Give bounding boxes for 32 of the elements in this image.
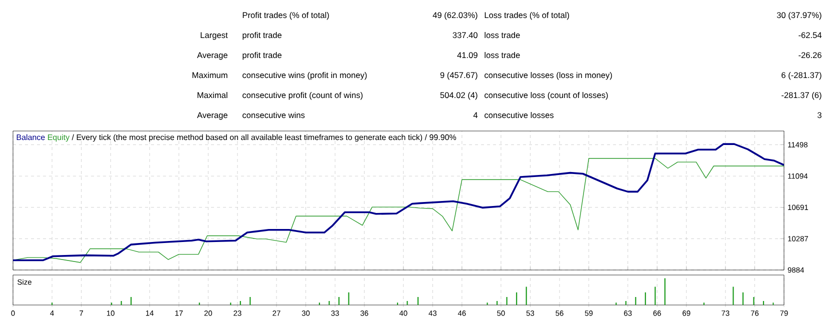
text: consecutive loss (count of losses)	[484, 92, 608, 100]
text: consecutive profit (count of wins)	[242, 92, 363, 100]
text: -26.26	[798, 52, 822, 58]
text: Maximal	[198, 92, 228, 98]
text: loss trade	[484, 52, 520, 58]
text: Profit trades (% of total)	[242, 12, 329, 20]
text: loss trade	[484, 32, 520, 38]
text: profit trade	[242, 52, 282, 60]
text: consecutive wins	[242, 112, 305, 118]
text: Equity	[48, 134, 70, 142]
text: 9 (457.67)	[440, 72, 478, 80]
text: Average	[197, 52, 228, 60]
text: Balance	[16, 134, 45, 140]
text: -62.54	[798, 32, 822, 38]
text: 504.02 (4)	[440, 92, 478, 100]
text: Largest	[200, 32, 228, 40]
text: 4	[473, 112, 478, 118]
text: Average	[197, 112, 228, 120]
text: consecutive wins (profit in money)	[242, 72, 367, 80]
text: 30 (37.97%)	[776, 12, 822, 20]
text: 41.09	[457, 52, 478, 58]
text: 3	[818, 112, 822, 118]
text: Maximum	[192, 72, 228, 78]
text: consecutive losses	[484, 112, 554, 118]
text: profit trade	[242, 32, 282, 40]
text: 337.40	[452, 32, 478, 38]
text: Loss trades (% of total)	[484, 12, 570, 20]
text: 49 (62.03%)	[432, 12, 478, 20]
text: consecutive losses (loss in money)	[484, 72, 612, 80]
text: 6 (-281.37)	[782, 72, 822, 80]
text: -281.37 (6)	[782, 92, 822, 100]
chart-title: / Every tick (the most precise method based on all available least timeframes to generate each tick) / 99.90%	[72, 134, 456, 142]
